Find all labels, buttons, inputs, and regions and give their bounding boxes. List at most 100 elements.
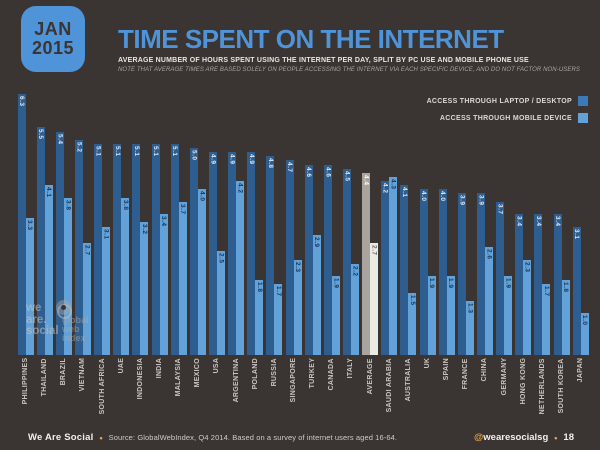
legend: ACCESS THROUGH LAPTOP / DESKTOP ACCESS T… [427, 96, 588, 123]
bar-group: 3.1 1.0 JAPAN [571, 90, 590, 420]
mobile-bar: 4.3 [389, 176, 398, 355]
bar-group: 4.1 1.5 AUSTRALIA [399, 90, 418, 420]
bar-value: 6.3 [18, 96, 26, 107]
x-axis-label: HONG KONG [519, 357, 527, 405]
bar-value: 1.9 [447, 278, 455, 289]
desktop-bar: 4.1 [400, 185, 409, 355]
x-axis-label: INDIA [156, 357, 164, 379]
desktop-bar: 4.7 [285, 160, 294, 355]
desktop-bar: 4.9 [247, 152, 256, 355]
legend-item-mobile: ACCESS THROUGH MOBILE DEVICE [427, 113, 588, 123]
desktop-bar: 5.2 [74, 139, 83, 355]
bar-value: 4.2 [236, 183, 244, 194]
x-axis-label: BRAZIL [60, 357, 68, 386]
mobile-bar: 1.7 [274, 284, 283, 355]
x-axis-label: RUSSIA [270, 357, 278, 386]
mobile-bar: 3.8 [121, 197, 130, 355]
bar-value: 3.7 [179, 203, 187, 215]
page-number: 18 [563, 432, 574, 443]
bar-value: 3.9 [458, 195, 466, 207]
desktop-bar: 3.9 [476, 193, 485, 355]
bar-group: 6.3 3.3 PHILIPPINES [16, 90, 35, 420]
mobile-bar: 3.3 [25, 218, 34, 355]
at-icon: @ [474, 432, 484, 443]
mobile-bar: 4.2 [236, 181, 245, 355]
bar-group: 4.6 1.9 CANADA [322, 90, 341, 420]
bar-group: 3.7 1.9 GERMANY [495, 90, 514, 420]
bar-value: 5.0 [190, 150, 198, 161]
desktop-bar: 3.7 [496, 201, 505, 355]
x-axis-label: UK [424, 357, 432, 369]
x-axis-label: SPAIN [443, 357, 451, 380]
bar-value: 4.0 [420, 191, 428, 202]
bar-group: 4.6 2.9 TURKEY [303, 90, 322, 420]
bar-value: 3.7 [496, 203, 504, 215]
x-axis-label: UAE [117, 357, 125, 374]
desktop-bar: 3.9 [457, 193, 466, 355]
x-axis-label: VIETNAM [79, 357, 87, 392]
bar-value: 3.1 [573, 228, 581, 240]
mobile-bar: 1.9 [427, 276, 436, 355]
bar-group: 3.4 2.3 HONG KONG [514, 90, 533, 420]
page-title: TIME SPENT ON THE INTERNET [118, 24, 504, 54]
x-axis-label: POLAND [251, 357, 259, 389]
bar-value: 1.9 [428, 278, 436, 289]
legend-swatch-mobile-icon [578, 113, 588, 123]
mobile-bar: 2.5 [216, 251, 225, 355]
bar-value: 3.4 [160, 216, 168, 227]
mobile-bar: 2.2 [350, 263, 359, 355]
badge-year: 2015 [31, 38, 75, 58]
bar-group: 4.8 1.7 RUSSIA [265, 90, 284, 420]
x-axis-label: SINGAPORE [290, 357, 298, 403]
bar-group: 5.0 4.0 MEXICO [188, 90, 207, 420]
desktop-bar: 5.4 [55, 131, 64, 355]
x-axis-label: CHINA [481, 357, 489, 382]
mobile-bar: 3.7 [178, 201, 187, 355]
bar-value: 4.0 [439, 191, 447, 202]
desktop-bar: 4.4 [362, 172, 371, 355]
bar-value: 4.0 [198, 191, 206, 202]
bar-value: 4.6 [324, 166, 332, 178]
bar-group: 5.1 3.2 INDONESIA [131, 90, 150, 420]
bar-value: 1.8 [255, 282, 263, 293]
bar-value: 5.2 [75, 141, 83, 153]
footer-handle-name: wearesocialsg [483, 432, 549, 443]
bar-group: 4.9 4.2 ARGENTINA [227, 90, 246, 420]
bar-value: 1.0 [581, 315, 589, 326]
mobile-bar: 1.7 [542, 284, 551, 355]
mobile-bar: 2.7 [370, 243, 379, 355]
bar-value: 1.3 [466, 302, 474, 314]
mobile-bar: 2.7 [82, 243, 91, 355]
bar-value: 3.4 [554, 216, 561, 227]
desktop-bar: 4.6 [323, 164, 332, 355]
bar-group: 3.9 2.6 CHINA [475, 90, 494, 420]
header: TIME SPENT ON THE INTERNET AVERAGE NUMBE… [118, 25, 588, 73]
mobile-bar: 2.3 [523, 259, 532, 355]
desktop-bar: 4.9 [208, 152, 217, 355]
mobile-bar: 3.2 [140, 222, 149, 355]
bar-value: 4.9 [209, 154, 217, 165]
x-axis-label: NETHERLANDS [538, 357, 546, 414]
desktop-bar: 3.4 [515, 214, 524, 355]
bar-group: 4.4 2.7 AVERAGE [361, 90, 380, 420]
desktop-bar: 3.1 [572, 226, 581, 355]
bar-value: 1.8 [562, 282, 569, 293]
desktop-bar: 5.1 [113, 143, 122, 355]
bar-group: 5.1 3.1 SOUTH AFRICA [93, 90, 112, 420]
legend-label-desktop: ACCESS THROUGH LAPTOP / DESKTOP [426, 97, 572, 105]
bar-value: 5.4 [56, 133, 64, 145]
bar-value: 4.2 [381, 183, 389, 194]
legend-label-mobile: ACCESS THROUGH MOBILE DEVICE [439, 114, 572, 122]
desktop-bar: 5.1 [170, 143, 179, 355]
bar-value: 3.4 [534, 216, 542, 227]
bar-group: 3.9 1.3 FRANCE [456, 90, 475, 420]
footer-source: Source: GlobalWebIndex, Q4 2014. Based o… [108, 433, 398, 442]
x-axis-label: INDONESIA [136, 357, 144, 400]
desktop-bar: 6.3 [17, 94, 26, 355]
bar-value: 1.7 [542, 286, 550, 297]
bar-group: 4.5 2.2 ITALY [341, 90, 360, 420]
x-axis-label: JAPAN [577, 357, 585, 383]
mobile-bar: 1.3 [465, 300, 474, 355]
footer-brand: We Are Social [28, 432, 94, 443]
bar-value: 4.1 [45, 187, 53, 198]
